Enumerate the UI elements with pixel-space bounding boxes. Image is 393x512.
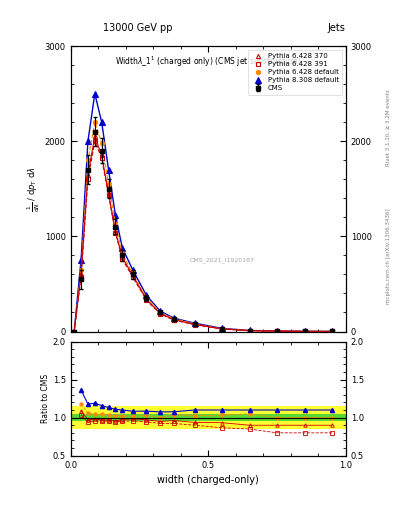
Pythia 6.428 391 — [302, 328, 307, 334]
Text: Jets: Jets — [328, 23, 346, 33]
Pythia 6.428 370 — [86, 172, 90, 178]
Pythia 6.428 391 — [130, 274, 135, 280]
Pythia 6.428 391 — [92, 138, 97, 144]
Line: Pythia 6.428 391: Pythia 6.428 391 — [72, 139, 334, 334]
Pythia 8.308 default — [302, 328, 307, 334]
Pythia 8.308 default — [72, 328, 77, 334]
Pythia 6.428 391 — [247, 328, 252, 334]
Legend: Pythia 6.428 370, Pythia 6.428 391, Pythia 6.428 default, Pythia 8.308 default, : Pythia 6.428 370, Pythia 6.428 391, Pyth… — [248, 50, 342, 95]
Pythia 6.428 391 — [72, 328, 77, 334]
Pythia 6.428 391 — [171, 317, 176, 323]
Pythia 6.428 default — [79, 267, 83, 273]
Line: Pythia 8.308 default: Pythia 8.308 default — [72, 91, 335, 334]
Text: 13000 GeV pp: 13000 GeV pp — [103, 23, 172, 33]
Pythia 6.428 391 — [120, 256, 125, 262]
Pythia 6.428 default — [192, 321, 197, 327]
Pythia 6.428 370 — [330, 328, 334, 334]
Text: Rivet 3.1.10, ≥ 3.2M events: Rivet 3.1.10, ≥ 3.2M events — [386, 90, 391, 166]
Pythia 6.428 370 — [192, 322, 197, 328]
Pythia 8.308 default — [220, 325, 224, 331]
Pythia 6.428 370 — [79, 271, 83, 278]
Pythia 6.428 370 — [113, 228, 118, 234]
Pythia 6.428 370 — [302, 328, 307, 334]
Pythia 6.428 default — [171, 315, 176, 322]
Pythia 6.428 391 — [158, 311, 163, 317]
Pythia 6.428 391 — [330, 328, 334, 334]
Line: Pythia 6.428 370: Pythia 6.428 370 — [72, 134, 334, 334]
Pythia 6.428 370 — [158, 310, 163, 316]
Pythia 6.428 391 — [99, 155, 104, 161]
Pythia 6.428 default — [72, 328, 77, 334]
Pythia 6.428 370 — [220, 326, 224, 332]
Pythia 8.308 default — [99, 119, 104, 125]
Y-axis label: Ratio to CMS: Ratio to CMS — [41, 374, 50, 423]
Pythia 6.428 391 — [192, 322, 197, 328]
Pythia 8.308 default — [330, 328, 334, 334]
Pythia 8.308 default — [106, 167, 111, 173]
Y-axis label: $\frac{1}{\mathrm{d}N}$ / $\mathrm{d}p_\mathrm{T}$ $\mathrm{d}\lambda$: $\frac{1}{\mathrm{d}N}$ / $\mathrm{d}p_\… — [26, 166, 42, 212]
Pythia 6.428 default — [86, 157, 90, 163]
Pythia 8.308 default — [192, 320, 197, 326]
Pythia 6.428 default — [106, 181, 111, 187]
Text: Width$\lambda$_1$^1$ (charged only) (CMS jet substructure): Width$\lambda$_1$^1$ (charged only) (CMS… — [115, 55, 302, 69]
Pythia 6.428 391 — [144, 297, 149, 303]
Pythia 6.428 370 — [92, 134, 97, 140]
Pythia 6.428 default — [158, 309, 163, 315]
Pythia 6.428 default — [330, 328, 334, 334]
Text: CMS_2021_I1920187: CMS_2021_I1920187 — [189, 258, 255, 263]
Line: Pythia 6.428 default: Pythia 6.428 default — [72, 120, 334, 334]
Pythia 6.428 391 — [220, 326, 224, 332]
Pythia 6.428 default — [113, 221, 118, 227]
Pythia 8.308 default — [158, 308, 163, 314]
Pythia 8.308 default — [86, 138, 90, 144]
Pythia 6.428 391 — [275, 328, 279, 334]
Pythia 6.428 391 — [113, 229, 118, 236]
Pythia 6.428 391 — [106, 193, 111, 199]
Pythia 6.428 default — [99, 140, 104, 146]
Pythia 8.308 default — [130, 267, 135, 273]
Pythia 6.428 default — [302, 328, 307, 334]
Pythia 6.428 370 — [120, 254, 125, 261]
Pythia 6.428 391 — [79, 274, 83, 281]
Pythia 6.428 370 — [171, 316, 176, 323]
Pythia 6.428 default — [247, 328, 252, 334]
Pythia 8.308 default — [120, 245, 125, 251]
Pythia 8.308 default — [247, 327, 252, 333]
Pythia 6.428 370 — [275, 328, 279, 334]
Pythia 6.428 370 — [99, 153, 104, 159]
Pythia 6.428 default — [220, 326, 224, 332]
Pythia 8.308 default — [79, 257, 83, 263]
Pythia 6.428 370 — [130, 272, 135, 279]
X-axis label: width (charged-only): width (charged-only) — [158, 475, 259, 485]
Text: mcplots.cern.ch [arXiv:1306.3436]: mcplots.cern.ch [arXiv:1306.3436] — [386, 208, 391, 304]
Pythia 8.308 default — [113, 212, 118, 219]
Pythia 6.428 default — [120, 250, 125, 257]
Pythia 6.428 370 — [106, 190, 111, 197]
Pythia 6.428 391 — [86, 176, 90, 182]
Pythia 6.428 default — [275, 328, 279, 334]
Pythia 6.428 370 — [72, 328, 77, 334]
Pythia 6.428 default — [144, 294, 149, 301]
Pythia 8.308 default — [144, 292, 149, 298]
Pythia 6.428 default — [130, 270, 135, 276]
Pythia 8.308 default — [171, 315, 176, 321]
Pythia 8.308 default — [92, 91, 97, 97]
Pythia 8.308 default — [275, 328, 279, 334]
Pythia 6.428 default — [92, 119, 97, 125]
Pythia 6.428 370 — [144, 296, 149, 302]
Pythia 6.428 370 — [247, 328, 252, 334]
